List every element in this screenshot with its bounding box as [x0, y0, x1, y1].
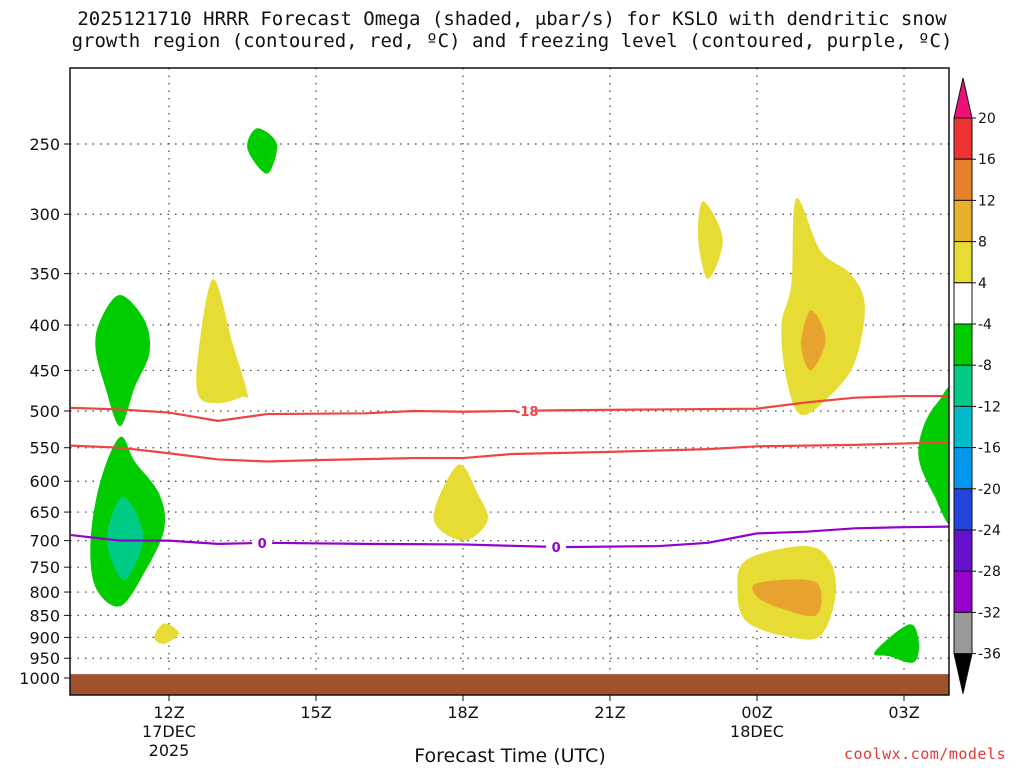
- y-tick-label: 450: [29, 361, 60, 380]
- contour-label: 0: [258, 537, 267, 552]
- contour-label-bg: [516, 403, 537, 418]
- credit-text: coolwx.com/models: [843, 745, 1006, 763]
- y-axis-ticks: 250 300 350 400 450 500 550 600 650 700 750 800 850 9…: [19, 135, 70, 688]
- y-tick-label: 1000: [19, 669, 60, 688]
- y-tick-label: 650: [29, 503, 60, 522]
- colorbar-bin: [953, 158, 973, 201]
- colorbar-bin: [953, 405, 973, 449]
- omega-region: [697, 201, 723, 280]
- colorbar-bin: [953, 570, 973, 613]
- x-tick-date: 18DEC: [730, 722, 784, 741]
- colorbar-bin: [953, 611, 973, 655]
- omega-colorbar: 20 16 12 8 4 -4 -8 -12 -16 -20 -24 -28 -32 -36: [953, 77, 1001, 694]
- contour-label: 0: [552, 541, 561, 556]
- colorbar-label: -32: [978, 605, 1001, 621]
- colorbar-label: 20: [978, 111, 996, 127]
- x-tick-date: 17DEC: [142, 722, 196, 741]
- omega-region: [106, 496, 144, 580]
- omega-shading: [90, 128, 949, 663]
- y-tick-label: 550: [29, 439, 60, 458]
- colorbar-label: 4: [978, 276, 987, 292]
- colorbar-bin: [953, 323, 973, 366]
- omega-region: [154, 623, 179, 644]
- colorbar-bin: [953, 282, 973, 325]
- x-tick-label: 03Z: [888, 703, 919, 722]
- colorbar-label: -36: [978, 647, 1001, 663]
- colorbar-bin: [953, 364, 973, 407]
- y-tick-label: 750: [29, 558, 60, 577]
- y-tick-label: 600: [29, 472, 60, 491]
- x-tick-label: 18Z: [447, 703, 478, 722]
- contour-line: [70, 394, 949, 422]
- x-tick-label: 21Z: [594, 703, 625, 722]
- y-tick-label: 400: [29, 316, 60, 335]
- chart-title-line1: 2025121710 HRRR Forecast Omega (shaded, …: [77, 8, 947, 30]
- x-tick-year: 2025: [149, 741, 190, 760]
- omega-region: [247, 128, 278, 174]
- contour-line: [70, 525, 949, 549]
- y-tick-label: 850: [29, 606, 60, 625]
- omega-region: [801, 310, 826, 371]
- colorbar-label: -20: [978, 482, 1001, 498]
- y-tick-label: 800: [29, 583, 60, 602]
- y-tick-label: 950: [29, 649, 60, 668]
- omega-region: [433, 464, 488, 541]
- omega-region: [781, 198, 865, 416]
- colorbar-label: -24: [978, 523, 1001, 539]
- colorbar-label: -16: [978, 441, 1001, 457]
- x-tick-label: 00Z: [741, 703, 772, 722]
- colorbar-bin: [953, 447, 973, 490]
- colorbar-bottom-arrow: [953, 653, 973, 694]
- colorbar-bin: [953, 199, 973, 243]
- colorbar-label: -28: [978, 564, 1001, 580]
- colorbar-bin: [953, 488, 973, 531]
- contour-label: -18: [515, 405, 539, 420]
- y-tick-label: 250: [29, 135, 60, 154]
- colorbar-bin: [953, 529, 973, 572]
- y-tick-label: 500: [29, 402, 60, 421]
- y-tick-label: 350: [29, 265, 60, 284]
- contour-label-bg: [546, 540, 567, 555]
- y-tick-label: 700: [29, 532, 60, 551]
- colorbar-label: 12: [978, 193, 996, 209]
- colorbar-bin: [953, 241, 973, 284]
- terrain-surface: [70, 674, 949, 695]
- x-axis-label: Forecast Time (UTC): [414, 745, 606, 767]
- y-tick-label: 900: [29, 628, 60, 647]
- x-tick-label: 12Z: [153, 703, 184, 722]
- colorbar-label: -4: [978, 317, 992, 333]
- x-tick-label: 15Z: [300, 703, 331, 722]
- chart-title-line2: growth region (contoured, red, ºC) and f…: [71, 30, 953, 52]
- colorbar-label: 16: [978, 152, 996, 168]
- colorbar-bin: [953, 117, 973, 160]
- omega-region: [752, 579, 822, 617]
- terrain-fill: [70, 674, 949, 695]
- plot-frame: [69, 67, 950, 696]
- colorbar-top-arrow: [953, 77, 973, 119]
- colorbar-label: -8: [978, 358, 992, 374]
- colorbar-label: 8: [978, 235, 987, 251]
- contour-line: [70, 441, 949, 463]
- isotherm-contours: -18 0 0: [70, 394, 949, 556]
- omega-region: [95, 295, 151, 427]
- omega-region: [196, 279, 249, 404]
- omega-region: [918, 387, 949, 525]
- omega-region: [874, 624, 919, 663]
- colorbar-label: -12: [978, 399, 1001, 415]
- contour-label-bg: [252, 535, 273, 550]
- y-tick-label: 300: [29, 205, 60, 224]
